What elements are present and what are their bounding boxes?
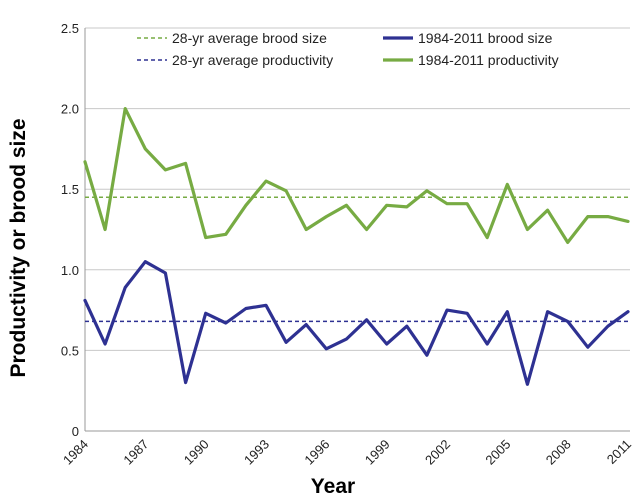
series-line-0 [83,260,630,386]
legend-label: 1984-2011 productivity [418,52,559,68]
x-tick-labels: 1984 1987 1990 1993 1996 1999 2002 2005 2008 2011 [60,437,634,468]
y-tick-label: 1.5 [61,182,79,197]
y-tick-label: 2.5 [61,21,79,36]
y-axis-title: Productivity or brood size [7,118,30,377]
x-axis-title: Year [311,475,355,498]
legend-label: 1984-2011 brood size [418,30,553,46]
x-tick-label: 2008 [543,437,574,468]
x-tick-label: 1996 [301,437,332,468]
y-tick-label: 1.0 [61,263,79,278]
y-tick-label: 0.5 [61,343,79,358]
x-tick-label: 1984 [60,437,91,468]
x-tick-label: 2002 [422,437,453,468]
series-lines [83,106,630,386]
x-tick-label: 2005 [482,437,513,468]
gridlines [85,27,630,351]
x-tick-label: 1999 [362,437,393,468]
series-line-1 [83,106,630,244]
legend-label: 28-yr average brood size [172,30,327,46]
y-tick-labels: 0 0.5 1.0 1.5 2.0 2.5 [61,21,79,439]
y-tick-label: 0 [72,424,79,439]
x-tick-label: 1990 [181,437,212,468]
y-tick-label: 2.0 [61,102,79,117]
x-tick-label: 1993 [241,437,272,468]
x-tick-label: 2011 [604,437,634,467]
legend: 28-yr average brood size 1984-2011 brood … [137,30,559,68]
x-tick-label: 1987 [120,437,151,468]
legend-label: 28-yr average productivity [172,52,333,68]
